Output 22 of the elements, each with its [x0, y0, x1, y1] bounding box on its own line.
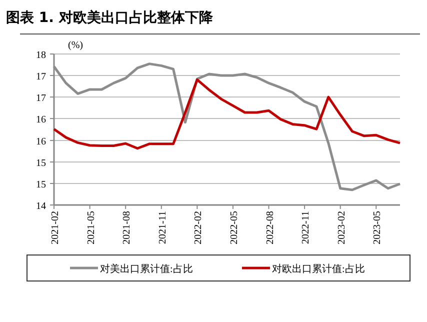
- x-tick-label: 2023-05: [372, 211, 384, 244]
- y-tick-label: 17: [36, 93, 46, 104]
- x-tick-label: 2021-05: [86, 211, 97, 244]
- y-tick-label: 15: [36, 158, 46, 169]
- x-tick-label: 2022-11: [300, 211, 312, 244]
- x-tick-label: 2021-02: [50, 211, 61, 244]
- y-tick-label: 16: [36, 114, 46, 126]
- y-tick-label: 18: [36, 50, 46, 61]
- x-tick-label: 2021-11: [157, 211, 168, 244]
- chart-title: 图表 1. 对欧美出口占比整体下降: [6, 9, 214, 26]
- y-tick-label: 14: [36, 201, 46, 212]
- x-tick-label: 2023-02: [336, 211, 348, 244]
- x-tick-label: 2021-08: [122, 211, 133, 244]
- legend-label: 对欧出口累计值:占比: [272, 263, 365, 275]
- x-tick-label: 2022-02: [193, 211, 204, 244]
- y-tick-label: 17: [36, 72, 46, 83]
- y-tick-label: 15: [36, 179, 46, 190]
- y-axis-title: (%): [68, 40, 83, 51]
- legend-label: 对美出口累计值:占比: [100, 263, 193, 275]
- x-tick-label: 2022-05: [228, 211, 240, 244]
- x-tick-label: 2022-08: [264, 211, 276, 244]
- y-tick-label: 16: [36, 136, 46, 148]
